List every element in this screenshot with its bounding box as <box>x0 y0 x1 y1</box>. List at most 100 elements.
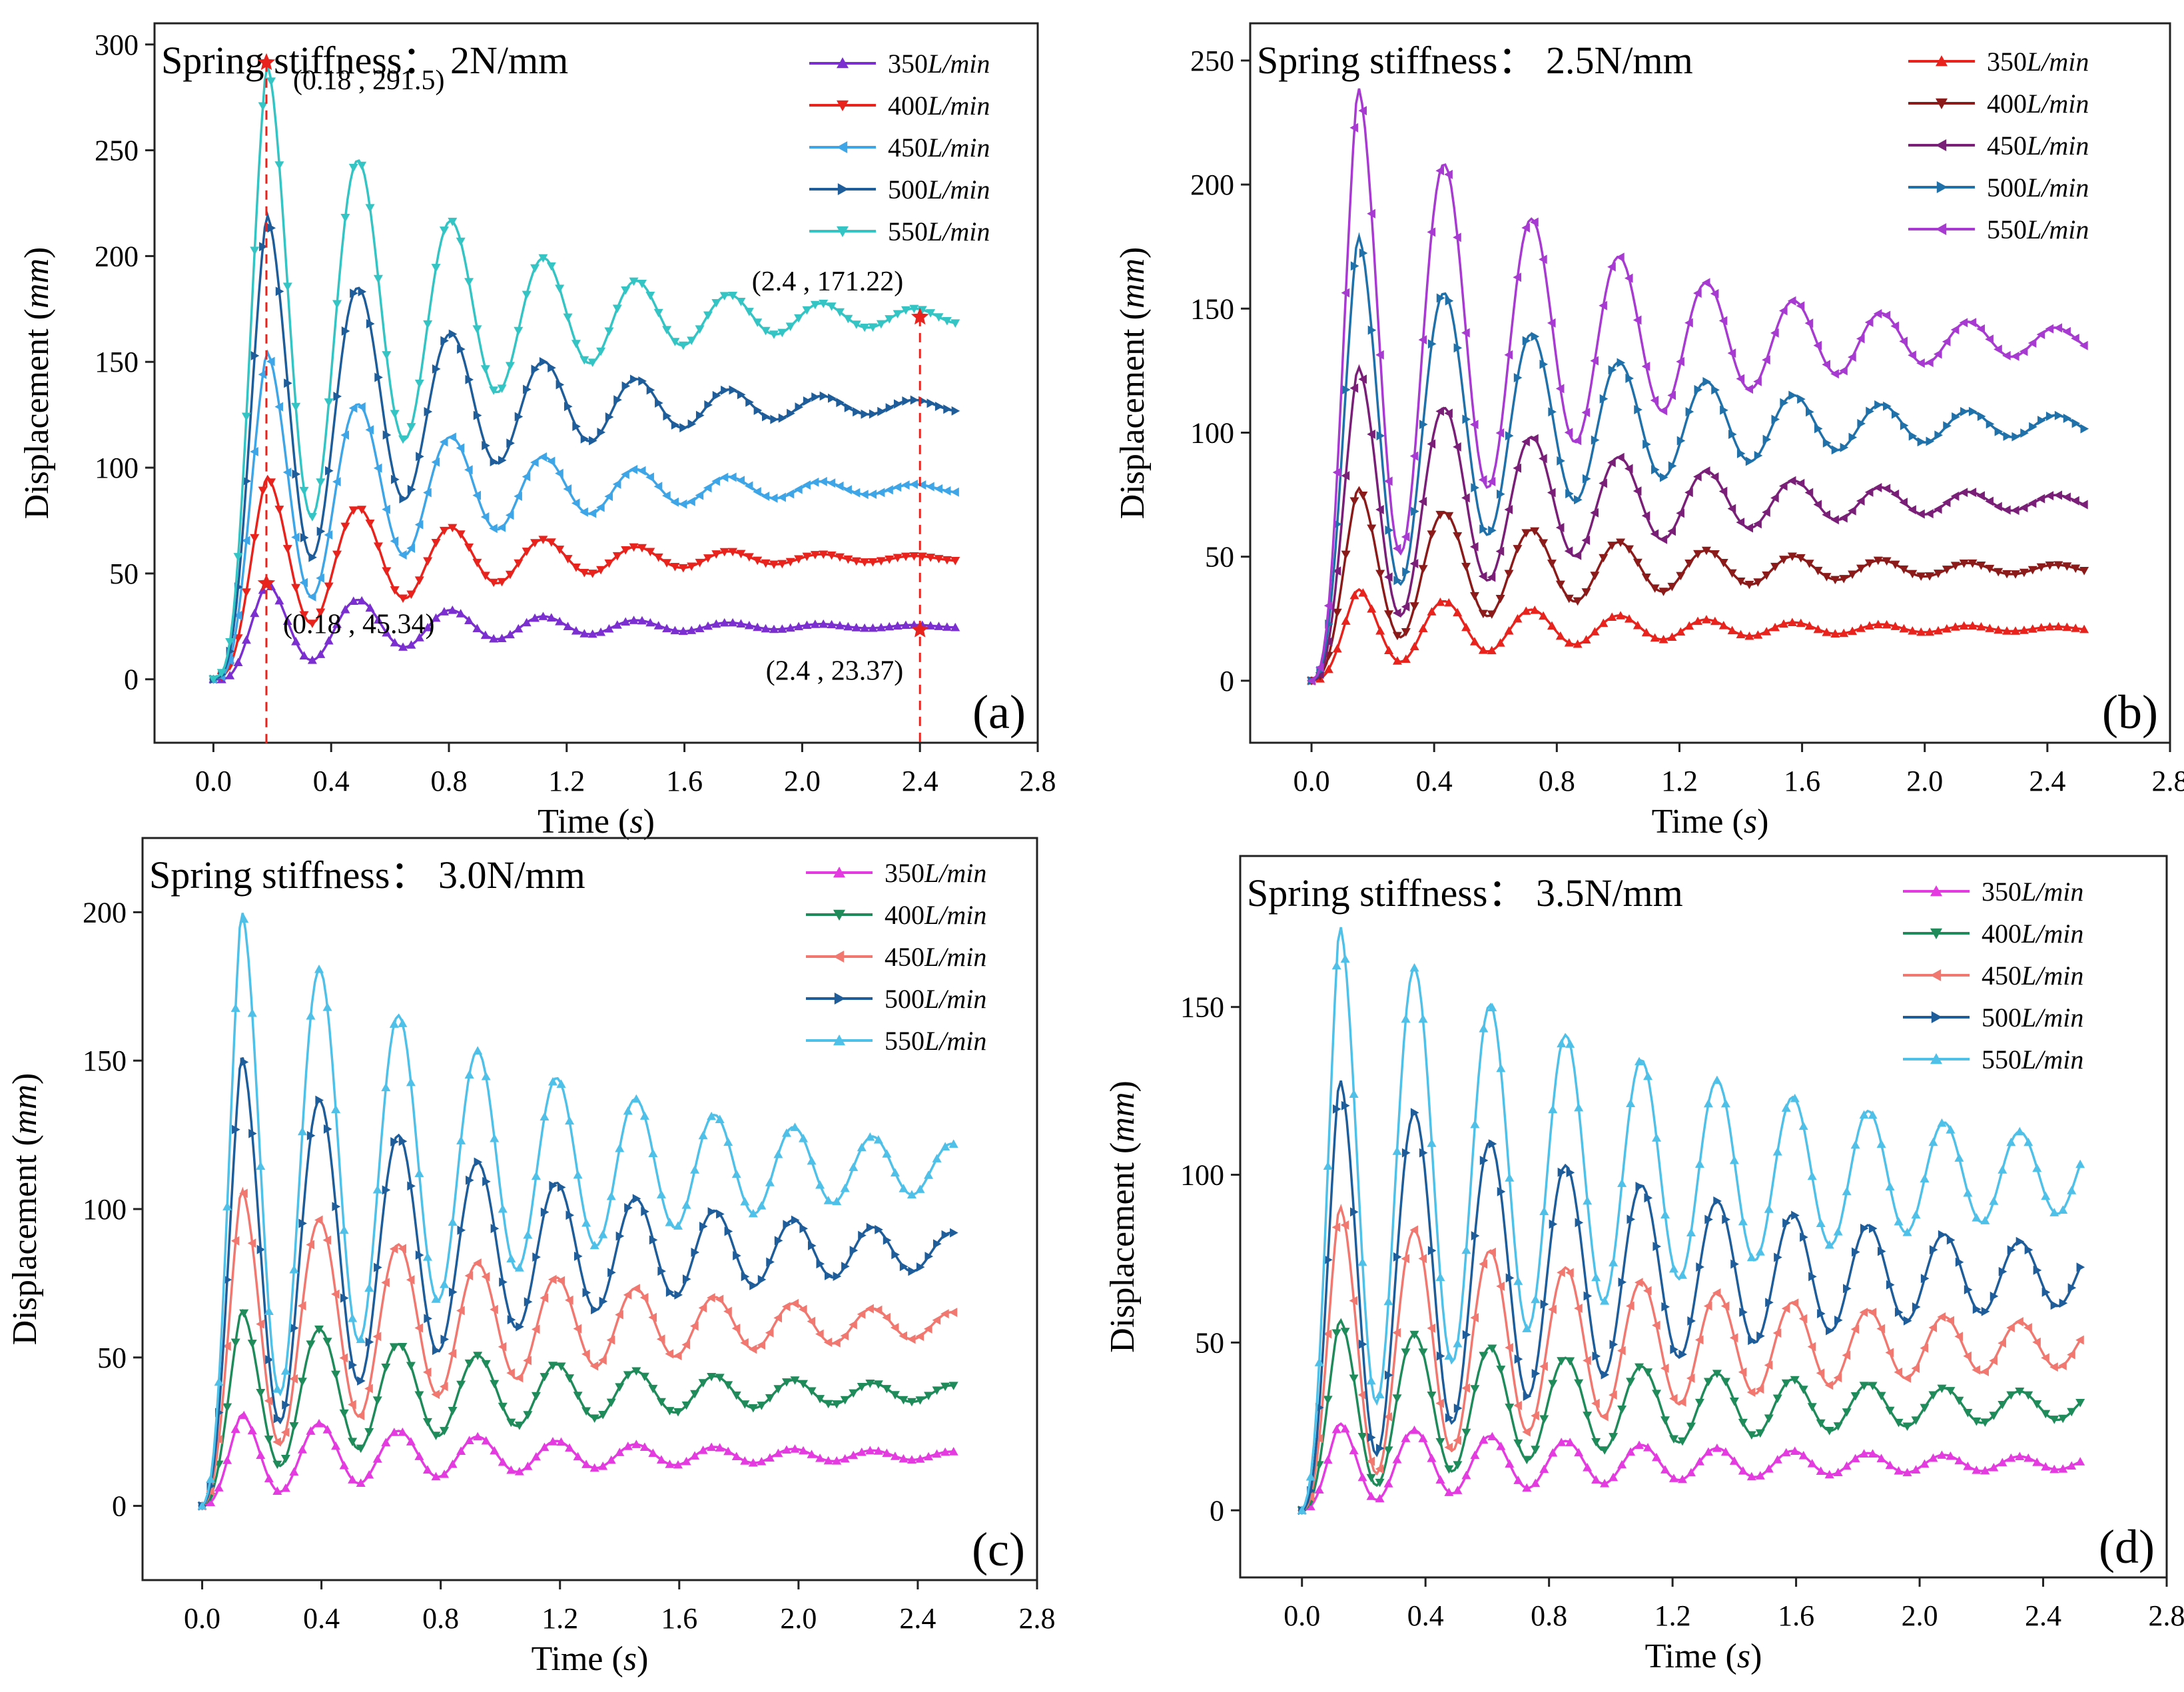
data-point <box>523 1356 532 1366</box>
data-point <box>819 391 829 401</box>
data-point <box>531 1171 541 1180</box>
data-point <box>711 550 721 559</box>
data-point <box>1729 1333 1738 1343</box>
data-point <box>523 1462 533 1470</box>
annotation-label: (2.4 , 23.37) <box>766 655 903 686</box>
data-point <box>682 1274 691 1284</box>
data-point <box>264 1396 273 1406</box>
legend-label: 400L/min <box>1982 919 2083 949</box>
data-point <box>1808 1272 1817 1282</box>
data-point <box>563 484 572 494</box>
data-point <box>1641 628 1651 637</box>
data-point <box>1609 1340 1619 1350</box>
data-point <box>1676 572 1686 581</box>
data-point <box>1617 1405 1627 1414</box>
data-point <box>222 1403 232 1412</box>
y-tick-label: 100 <box>1180 1159 1224 1192</box>
data-point <box>1727 348 1736 358</box>
x-axis-label: Time (s) <box>1652 803 1769 841</box>
data-point <box>1780 398 1788 408</box>
data-point <box>2027 338 2037 348</box>
data-point <box>1703 1378 1713 1387</box>
data-point <box>1575 1218 1584 1228</box>
data-point <box>1677 1270 1687 1279</box>
data-point <box>316 608 326 618</box>
data-point <box>1859 1449 1869 1458</box>
data-point <box>2023 1453 2033 1462</box>
data-point <box>482 1176 491 1186</box>
data-point <box>1806 407 1814 417</box>
data-point <box>1557 456 1565 466</box>
data-point <box>546 456 555 466</box>
data-point <box>315 1095 324 1105</box>
data-point <box>757 1201 767 1210</box>
data-point <box>1787 552 1797 562</box>
data-point <box>2002 626 2012 635</box>
data-point <box>1513 1439 1523 1448</box>
data-point <box>482 440 490 450</box>
data-point <box>1807 1459 1817 1468</box>
data-point <box>1548 1380 1558 1389</box>
data-point <box>1513 1400 1522 1410</box>
data-point <box>606 1191 616 1200</box>
data-point <box>382 430 392 440</box>
data-point <box>587 358 597 368</box>
data-point <box>695 558 705 568</box>
legend-label: 450L/min <box>1982 961 2083 991</box>
data-point <box>1495 638 1505 647</box>
data-point <box>876 623 886 632</box>
data-point <box>1599 618 1609 628</box>
data-point <box>1487 645 1497 655</box>
data-point <box>1323 1161 1333 1170</box>
x-tick-label: 2.0 <box>1906 765 1943 797</box>
data-point <box>1842 1350 1851 1360</box>
data-point <box>1950 325 1960 335</box>
data-point <box>2071 418 2081 428</box>
data-point <box>258 486 268 496</box>
data-point <box>259 242 268 252</box>
data-point <box>1937 1450 1947 1459</box>
data-point <box>579 507 588 517</box>
data-point <box>728 291 738 300</box>
data-point <box>917 480 926 490</box>
data-point <box>582 1288 591 1298</box>
data-point <box>704 400 713 410</box>
data-point <box>1824 1470 1834 1479</box>
data-point <box>1627 1214 1636 1224</box>
data-point <box>1409 1426 1419 1434</box>
data-point <box>1444 1465 1454 1474</box>
data-point <box>1514 1354 1523 1364</box>
x-axis-paren-close: ) <box>637 1640 648 1678</box>
data-point <box>1478 475 1487 485</box>
data-point <box>781 1378 791 1387</box>
data-point <box>2053 323 2063 333</box>
data-point <box>540 1442 549 1452</box>
data-point <box>1868 1449 1878 1458</box>
data-point <box>598 1230 608 1238</box>
data-point <box>280 1366 290 1375</box>
data-point <box>356 1411 365 1421</box>
data-point <box>673 1408 683 1417</box>
data-point <box>1928 1453 1938 1462</box>
data-point <box>1790 1376 1800 1385</box>
data-point <box>557 1182 566 1192</box>
data-point <box>2002 505 2011 515</box>
data-point <box>1899 336 1908 346</box>
x-axis-label: Time (s) <box>1645 1637 1762 1675</box>
data-point <box>1686 1468 1696 1477</box>
data-point <box>1505 1173 1515 1182</box>
data-point <box>915 1454 925 1463</box>
data-point <box>1555 631 1565 640</box>
data-point <box>1667 390 1676 400</box>
data-point <box>1778 556 1788 564</box>
data-point <box>861 409 870 419</box>
data-point <box>1678 1350 1687 1360</box>
data-point <box>629 616 639 624</box>
data-point <box>1600 1296 1610 1305</box>
data-point <box>1418 496 1427 506</box>
data-point <box>1912 1302 1921 1312</box>
data-point <box>1332 643 1342 653</box>
data-point <box>340 213 350 222</box>
y-axis-paren-close: ) <box>6 1073 44 1084</box>
